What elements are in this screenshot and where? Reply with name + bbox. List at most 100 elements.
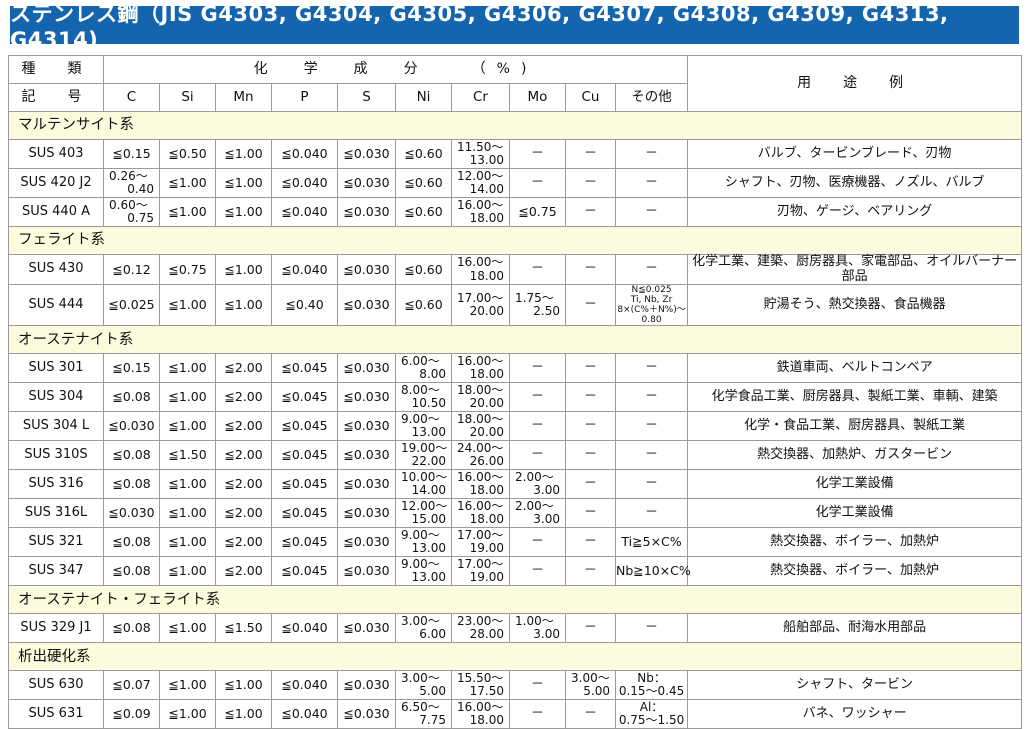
cell-mn: ≦1.00 xyxy=(215,197,272,227)
table-row[interactable]: SUS 440 A 0.60～ 0.75 ≦1.00 ≦1.00 ≦0.040 ≦0.030… xyxy=(8,197,1023,227)
cell-mo: － xyxy=(509,139,566,169)
table-row[interactable]: SUS 316L ≦0.030 ≦1.00 ≦2.00 ≦0.045 ≦0.030 12.0… xyxy=(8,498,1023,529)
cell-cu: － xyxy=(565,440,616,471)
cell-ni: 3.00～ 5.00 xyxy=(395,670,452,701)
cell-use-example: 貯湯そう、熱交換器、食品機器 xyxy=(687,284,1023,327)
table-row[interactable]: SUS 403 ≦0.15 ≦0.50 ≦1.00 ≦0.040 ≦0.030 ≦0.60 1… xyxy=(8,139,1023,169)
grade-cell: SUS 304 xyxy=(8,382,104,413)
cell-p: ≦0.045 xyxy=(271,382,338,413)
cell-ni: 19.00～ 22.00 xyxy=(395,440,452,471)
cell-p: ≦0.040 xyxy=(271,168,338,198)
cell-other: － xyxy=(614,613,689,644)
cell-c: 0.60～ 0.75 xyxy=(103,197,160,227)
cell-si: ≦1.00 xyxy=(159,469,216,500)
cell-c: ≦0.08 xyxy=(103,613,160,644)
cell-mo: － xyxy=(509,168,566,198)
cell-s: ≦0.030 xyxy=(337,382,396,413)
table-row[interactable]: SUS 444 ≦0.025 ≦1.00 ≦1.00 ≦0.40 ≦0.030 ≦0.60 1… xyxy=(8,284,1023,327)
cell-mo: － xyxy=(509,411,566,442)
cell-si: ≦1.00 xyxy=(159,699,216,729)
cell-mn: ≦2.00 xyxy=(215,469,272,500)
cell-cr: 16.00～ 18.00 xyxy=(451,197,510,227)
section-header-label: オーステナイト系 xyxy=(7,325,1023,355)
table-row[interactable]: SUS 304 ≦0.08 ≦1.00 ≦2.00 ≦0.045 ≦0.030 8.00～ 1… xyxy=(8,382,1023,413)
cell-mo: 1.00～ 3.00 xyxy=(509,613,566,644)
cell-si: ≦1.00 xyxy=(159,670,216,701)
cell-other: － xyxy=(614,440,689,471)
cell-cr: 16.00～ 18.00 xyxy=(451,253,510,286)
cell-cu: － xyxy=(565,498,616,529)
cell-ni: ≦0.60 xyxy=(395,197,452,227)
cell-mn: ≦2.00 xyxy=(215,411,272,442)
cell-ni: 10.00～ 14.00 xyxy=(395,469,452,500)
header-col-c: C xyxy=(103,83,160,112)
cell-other: － xyxy=(614,253,689,286)
cell-mo: ≦0.75 xyxy=(509,197,566,227)
cell-other: － xyxy=(614,168,689,198)
cell-use-example: 刃物、ゲージ、ベアリング xyxy=(687,197,1023,227)
cell-ni: ≦0.60 xyxy=(395,139,452,169)
table-row[interactable]: SUS 316 ≦0.08 ≦1.00 ≦2.00 ≦0.045 ≦0.030 10.00～… xyxy=(8,469,1023,500)
cell-cr: 15.50～ 17.50 xyxy=(451,670,510,701)
table-row[interactable]: SUS 430 ≦0.12 ≦0.75 ≦1.00 ≦0.040 ≦0.030 ≦0.60 1… xyxy=(8,253,1023,286)
grade-cell: SUS 321 xyxy=(8,527,104,558)
cell-cu: － xyxy=(565,284,616,327)
cell-cr: 23.00～ 28.00 xyxy=(451,613,510,644)
table-row[interactable]: SUS 631 ≦0.09 ≦1.00 ≦1.00 ≦0.040 ≦0.030 6.50～ 7… xyxy=(8,699,1023,729)
cell-mo: 1.75～ 2.50 xyxy=(509,284,566,327)
table-row[interactable]: SUS 347 ≦0.08 ≦1.00 ≦2.00 ≦0.045 ≦0.030 9.00～ 1… xyxy=(8,556,1023,587)
cell-p: ≦0.045 xyxy=(271,411,338,442)
grade-cell: SUS 631 xyxy=(8,699,104,729)
table-row[interactable]: SUS 420 J2 0.26～ 0.40 ≦1.00 ≦1.00 ≦0.040 ≦0.03… xyxy=(8,168,1023,198)
cell-other: Nb： 0.15～0.45 xyxy=(614,670,689,701)
table-row[interactable]: SUS 310S ≦0.08 ≦1.50 ≦2.00 ≦0.045 ≦0.030 19.00… xyxy=(8,440,1023,471)
cell-mo: － xyxy=(509,699,566,729)
cell-mn: ≦1.00 xyxy=(215,253,272,286)
table-row[interactable]: SUS 301 ≦0.15 ≦1.00 ≦2.00 ≦0.045 ≦0.030 6.00～ 8… xyxy=(8,353,1023,384)
cell-cu: － xyxy=(565,411,616,442)
cell-p: ≦0.040 xyxy=(271,699,338,729)
table-row[interactable]: SUS 329 J1 ≦0.08 ≦1.00 ≦1.50 ≦0.040 ≦0.030 3.0… xyxy=(8,613,1023,644)
cell-p: ≦0.045 xyxy=(271,556,338,587)
table-row[interactable]: SUS 321 ≦0.08 ≦1.00 ≦2.00 ≦0.045 ≦0.030 9.00～ 1… xyxy=(8,527,1023,558)
table-row[interactable]: SUS 304 L ≦0.030 ≦1.00 ≦2.00 ≦0.045 ≦0.030 9.0… xyxy=(8,411,1023,442)
grade-cell: SUS 630 xyxy=(8,670,104,701)
cell-other: Ti≧5×C% xyxy=(614,527,689,558)
cell-p: ≦0.040 xyxy=(271,197,338,227)
cell-p: ≦0.40 xyxy=(271,284,338,327)
cell-mn: ≦2.00 xyxy=(215,353,272,384)
header-col-other: その他 xyxy=(614,83,689,112)
cell-c: ≦0.15 xyxy=(103,139,160,169)
cell-mn: ≦1.00 xyxy=(215,168,272,198)
cell-c: ≦0.08 xyxy=(103,527,160,558)
cell-cu: － xyxy=(565,556,616,587)
cell-mo: － xyxy=(509,253,566,286)
cell-si: ≦1.00 xyxy=(159,498,216,529)
cell-cu: － xyxy=(565,469,616,500)
header-chemical-group: 化 学 成 分 （%) xyxy=(102,55,689,84)
cell-ni: ≦0.60 xyxy=(395,253,452,286)
cell-cu: － xyxy=(565,353,616,384)
cell-ni: 12.00～ 15.00 xyxy=(395,498,452,529)
cell-s: ≦0.030 xyxy=(337,440,396,471)
grade-cell: SUS 430 xyxy=(8,253,104,286)
cell-s: ≦0.030 xyxy=(337,411,396,442)
cell-mo: － xyxy=(509,382,566,413)
grade-cell: SUS 420 J2 xyxy=(8,168,104,198)
table-row[interactable]: SUS 630 ≦0.07 ≦1.00 ≦1.00 ≦0.040 ≦0.030 3.00～ 5… xyxy=(8,670,1023,701)
cell-mo: － xyxy=(509,527,566,558)
cell-other: － xyxy=(614,139,689,169)
grade-cell: SUS 316 xyxy=(8,469,104,500)
cell-ni: ≦0.60 xyxy=(395,284,452,327)
cell-cu: － xyxy=(565,527,616,558)
cell-c: ≦0.08 xyxy=(103,382,160,413)
cell-cr: 12.00～ 14.00 xyxy=(451,168,510,198)
cell-s: ≦0.030 xyxy=(337,613,396,644)
section-header-row: 析出硬化系 xyxy=(7,642,1023,672)
cell-s: ≦0.030 xyxy=(337,699,396,729)
cell-mn: ≦2.00 xyxy=(215,556,272,587)
cell-ni: 8.00～ 10.50 xyxy=(395,382,452,413)
cell-mo: － xyxy=(509,440,566,471)
header-col-s: S xyxy=(337,83,396,112)
header-col-cu: Cu xyxy=(565,83,616,112)
